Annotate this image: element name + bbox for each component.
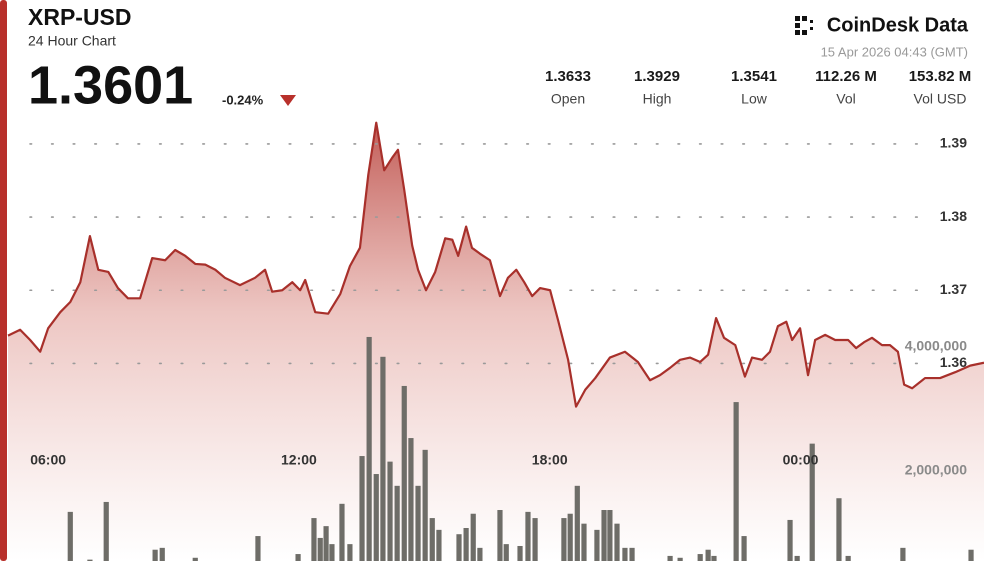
- volume-bar: [787, 519, 793, 561]
- stat-label: Open: [551, 91, 585, 107]
- volume-bar: [497, 510, 503, 561]
- volume-bar: [561, 518, 567, 561]
- volume-bar: [477, 547, 483, 561]
- volume-bar: [574, 485, 580, 561]
- brand-icon: [795, 16, 813, 35]
- volume-bar: [581, 523, 587, 561]
- line-layer: [7, 121, 984, 408]
- volume-bar: [836, 498, 842, 561]
- stat-value: 1.3633: [545, 68, 591, 85]
- volume-bar: [711, 555, 717, 561]
- volume-bar: [677, 557, 683, 561]
- volume-bar: [152, 549, 158, 561]
- volume-bar: [415, 485, 421, 561]
- price-line: [7, 121, 984, 408]
- volume-bar: [359, 456, 365, 561]
- volume-bar: [456, 534, 462, 561]
- y-tick-label: 1.38: [940, 208, 967, 224]
- stat-label: Vol: [836, 91, 855, 107]
- volume-bar: [311, 518, 317, 561]
- stat-value: 1.3541: [731, 68, 777, 85]
- volume-bar: [968, 549, 974, 561]
- volume-bar: [329, 544, 335, 561]
- volume-bar: [532, 518, 538, 561]
- volume-bar: [87, 559, 93, 561]
- volume-bar: [470, 513, 476, 561]
- grid-layer: [29, 143, 936, 365]
- volume-bar: [159, 547, 165, 561]
- volume-bar: [525, 511, 531, 561]
- stat-label: Vol USD: [914, 91, 967, 107]
- down-arrow: [280, 95, 296, 106]
- volume-bar: [436, 529, 442, 561]
- x-tick-label: 12:00: [281, 452, 317, 468]
- volume-bar: [339, 503, 345, 561]
- change: -0.24%: [222, 92, 264, 107]
- y-tick-label: 1.39: [940, 135, 967, 151]
- volume-bar: [607, 510, 613, 561]
- volume-bar: [697, 554, 703, 561]
- y2-tick-label: 4,000,000: [905, 338, 967, 354]
- volume-bar: [594, 529, 600, 561]
- volume-bar: [429, 518, 435, 561]
- volume-bar: [503, 544, 509, 561]
- volume-bar: [255, 536, 261, 561]
- volume-bar: [387, 461, 393, 561]
- volume-bar: [614, 523, 620, 561]
- stat-label: High: [643, 91, 672, 107]
- volume-bar: [295, 554, 301, 561]
- timestamp: 15 Apr 2026 04:43 (GMT): [821, 44, 968, 59]
- stat-label: Low: [741, 91, 768, 107]
- y2-tick-label: 2,000,000: [905, 462, 967, 478]
- volume-bar: [103, 501, 109, 561]
- stat-value: 1.3929: [634, 68, 680, 85]
- x-tick-label: 18:00: [532, 452, 568, 468]
- volume-bar: [394, 485, 400, 561]
- volume-bar: [622, 547, 628, 561]
- bar-layer: [67, 336, 974, 561]
- symbol: XRP-USD: [28, 4, 132, 30]
- x-tick-label: 06:00: [30, 452, 66, 468]
- volume-bar: [629, 547, 635, 561]
- volume-bar: [422, 449, 428, 561]
- area-layer: [8, 122, 984, 561]
- volume-bar: [192, 557, 198, 561]
- volume-bar: [517, 545, 523, 561]
- volume-bar: [380, 356, 386, 561]
- volume-bar: [900, 547, 906, 561]
- stat-value: 153.82 M: [909, 68, 972, 85]
- volume-bar: [401, 385, 407, 561]
- volume-bar: [463, 528, 469, 561]
- x-tick-label: 00:00: [783, 452, 819, 468]
- volume-bar: [809, 443, 815, 561]
- volume-bar: [845, 555, 851, 561]
- volume-bar: [667, 555, 673, 561]
- price: 1.3601: [28, 55, 193, 115]
- volume-bar: [373, 474, 379, 561]
- volume-bar: [733, 402, 739, 561]
- volume-bar: [705, 549, 711, 561]
- volume-bar: [567, 513, 573, 561]
- volume-bar: [67, 511, 73, 561]
- volume-bar: [347, 544, 353, 561]
- volume-bar: [601, 510, 607, 561]
- subtitle: 24 Hour Chart: [28, 33, 116, 49]
- volume-bar: [323, 526, 329, 561]
- brand: CoinDesk Data: [827, 14, 969, 36]
- area-fill: [8, 122, 984, 561]
- volume-bar: [794, 555, 800, 561]
- accent-bar: [0, 0, 7, 561]
- volume-bar: [317, 537, 323, 561]
- label-layer: 1.36 1.37 1.38 1.39 2,000,000 4,000,000 06:00 1…: [30, 135, 967, 478]
- y-tick-label: 1.36: [940, 354, 967, 370]
- volume-bar: [366, 336, 372, 561]
- stat-value: 112.26 M: [815, 68, 877, 85]
- y-tick-label: 1.37: [940, 281, 967, 297]
- volume-bar: [408, 438, 414, 561]
- volume-bar: [741, 536, 747, 561]
